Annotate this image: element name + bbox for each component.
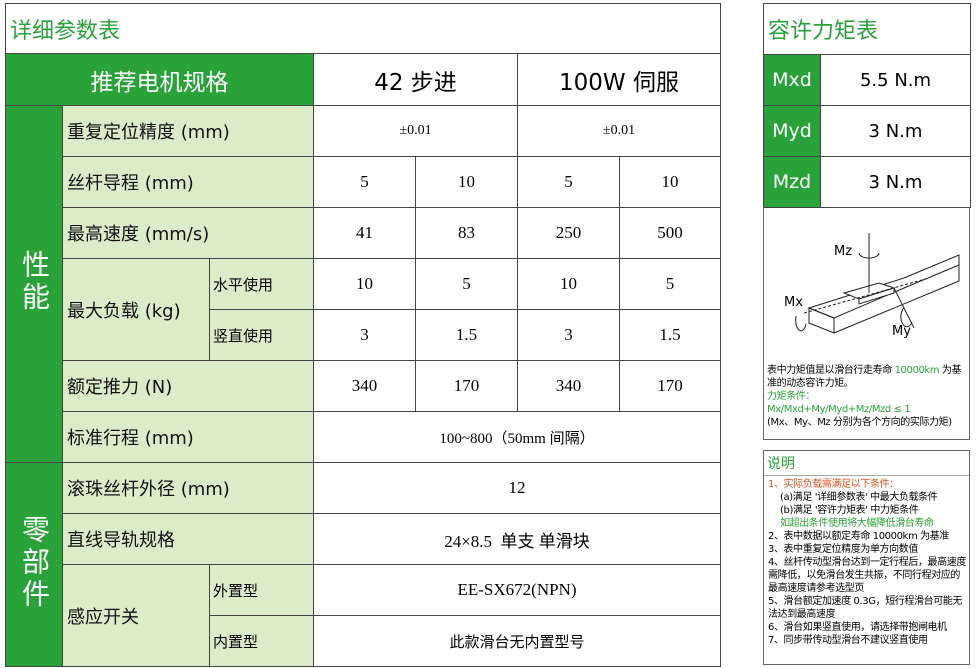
row-label: 感应开关	[62, 564, 210, 667]
diagram: Mz Mx My	[784, 233, 960, 339]
diagram-label: Mz	[834, 244, 852, 259]
cell: ±0.01	[517, 105, 721, 157]
note-text: 表中力矩值是以滑台行走寿命	[767, 365, 895, 376]
group-label: 性能	[18, 250, 51, 314]
table-title: 容许力矩表	[762, 3, 972, 55]
row-label: 直线导轨规格	[62, 513, 314, 565]
cell: 250	[517, 207, 620, 259]
row-label: 标准行程 (mm)	[62, 411, 314, 463]
cell: 5	[313, 156, 416, 208]
row-label: 丝杆导程 (mm)	[62, 156, 314, 208]
note-item: 5、滑台额定加速度 0.3G，短行程滑台可能无法达到最高速度	[768, 596, 962, 620]
row-label: 重复定位精度 (mm)	[62, 105, 314, 157]
cell: 此款滑台无内置型号	[313, 615, 721, 667]
cell: 3	[313, 309, 416, 361]
condition: Mx/Mxd+My/Myd+Mz/Mzd ≤ 1	[767, 404, 911, 415]
group-label: 零部件	[18, 514, 51, 611]
cell: 10	[313, 258, 416, 310]
cell: EE-SX672(NPN)	[313, 564, 721, 616]
sub-label: 外置型	[209, 564, 314, 616]
group-cell: 零部件	[5, 462, 63, 667]
cell: 5.5 N.m	[819, 54, 972, 106]
cell: 3 N.m	[819, 105, 972, 157]
diagram-label: Mx	[784, 295, 803, 310]
cell: 500	[619, 207, 721, 259]
cell: 1.5	[619, 309, 721, 361]
note-item: 7、同步带传动型滑台不建议竖直使用	[768, 635, 928, 646]
torque-table: 容许力矩表 Mxd 5.5 N.m Myd 3 N.m Mzd 3 N.m	[762, 3, 972, 208]
note-item: 6、滑台如果竖直使用，请选择带抱闸电机	[768, 622, 947, 633]
note-item: (b)满足 '容许力矩表' 中力矩条件	[780, 505, 919, 516]
condition-note: (Mx、My、Mz 分别为各个方向的实际力矩)	[767, 417, 952, 428]
cell: 340	[517, 360, 620, 412]
note-text: 为基准的动态容许力矩。	[767, 365, 962, 389]
note-item: (a)满足 '详细参数表' 中最大负载条件	[780, 492, 938, 503]
sub-label: 竖直使用	[209, 309, 314, 361]
sub-label: 内置型	[209, 615, 314, 667]
note-text: 10000km	[894, 365, 940, 376]
notes-list: 1、实际负载需满足以下条件： (a)满足 '详细参数表' 中最大负载条件 (b)…	[764, 476, 969, 647]
cell: 24×8.5 单支 单滑块	[313, 513, 721, 565]
note-item: 3、表中重复定位精度为单方向数值	[768, 544, 918, 555]
cell: 5	[517, 156, 620, 208]
note-item: 如超出条件使用将大幅降低滑台寿命	[780, 518, 934, 529]
row-label: Mzd	[763, 156, 821, 208]
torque-note: 表中力矩值是以滑台行走寿命 10000km 为基准的动态容许力矩。 力矩条件： …	[767, 364, 967, 429]
row-label: 最大负载 (kg)	[62, 258, 210, 361]
cell: 340	[313, 360, 416, 412]
note-item: 1、实际负载需满足以下条件：	[768, 479, 899, 490]
row-label: 滚珠丝杆外径 (mm)	[62, 462, 314, 514]
cell: 5	[415, 258, 518, 310]
cell: 170	[619, 360, 721, 412]
condition-title: 力矩条件：	[767, 391, 815, 402]
group-cell: 性能	[5, 105, 63, 463]
cell: 10	[517, 258, 620, 310]
row-label: Mxd	[763, 54, 821, 106]
cell: 3	[517, 309, 620, 361]
cell: 1.5	[415, 309, 518, 361]
header: 42 步进	[313, 53, 518, 106]
row-label: Myd	[763, 105, 821, 157]
header: 100W 伺服	[517, 53, 721, 106]
header: 推荐电机规格	[5, 53, 314, 106]
cell: 41	[313, 207, 416, 259]
cell: 10	[415, 156, 518, 208]
row-label: 额定推力 (N)	[62, 360, 314, 412]
sub-label: 水平使用	[209, 258, 314, 310]
cell: 5	[619, 258, 721, 310]
cell: 170	[415, 360, 518, 412]
row-label: 最高速度 (mm/s)	[62, 207, 314, 259]
note-item: 2、表中数据以额定寿命 10000km 为基准	[768, 531, 949, 542]
cell: 12	[313, 462, 721, 514]
spec-table: 详细参数表 推荐电机规格 42 步进 100W 伺服 性能 重复定位精度 (mm) ±…	[5, 3, 721, 667]
cell: 100~800（50mm 间隔）	[313, 411, 721, 463]
notes-box: 说明 1、实际负载需满足以下条件： (a)满足 '详细参数表' 中最大负载条件 …	[763, 450, 970, 665]
cell: 10	[619, 156, 721, 208]
table-title: 详细参数表	[5, 3, 721, 54]
diagram-box: Mz Mx My 表中力矩值是以滑台行走寿命 10000km 为基准的动态容许力…	[763, 207, 970, 440]
notes-title: 说明	[764, 451, 969, 476]
cell: 83	[415, 207, 518, 259]
cell: 3 N.m	[819, 156, 972, 208]
note-item: 4、丝杆传动型滑台达到一定行程后，最高速度需降低，以免滑台发生共振，不同行程对应…	[768, 557, 966, 594]
cell: ±0.01	[313, 105, 518, 157]
diagram-label: My	[892, 324, 911, 339]
